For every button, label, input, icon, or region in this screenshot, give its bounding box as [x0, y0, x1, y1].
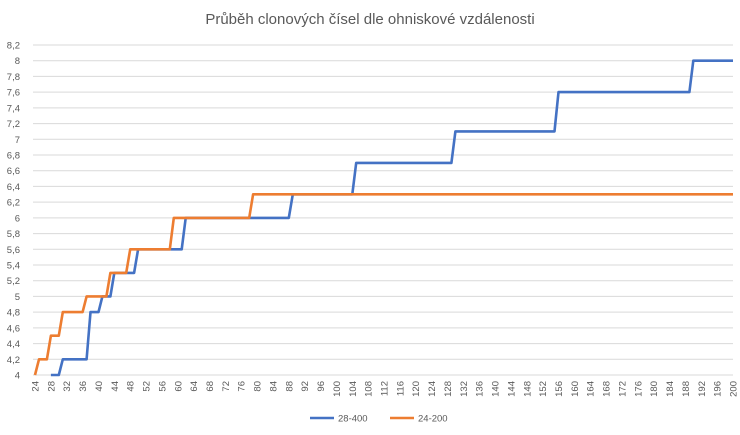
- y-axis-ticks: 4 4,2 4,4 4,6 4,8 5 5,2 5,4 5,6 5,8 6 6,2 6,4 6,6 6,8 7…: [7, 41, 20, 382]
- y-tick-label: 6,4: [7, 182, 20, 193]
- y-tick-label: 5,8: [7, 229, 20, 240]
- x-tick-label: 180: [649, 381, 660, 397]
- x-tick-label: 128: [443, 381, 454, 397]
- x-tick-label: 60: [173, 381, 184, 392]
- x-tick-label: 188: [681, 381, 692, 397]
- x-tick-label: 112: [380, 381, 391, 396]
- x-tick-label: 192: [697, 381, 708, 397]
- x-tick-label: 196: [713, 381, 724, 397]
- x-tick-label: 144: [506, 381, 517, 397]
- x-tick-label: 56: [157, 381, 168, 392]
- y-tick-label: 4: [15, 371, 20, 382]
- x-tick-label: 124: [427, 381, 438, 397]
- x-tick-label: 184: [665, 381, 676, 397]
- y-tick-label: 4,8: [7, 308, 20, 319]
- x-tick-label: 140: [491, 381, 502, 397]
- x-tick-label: 160: [570, 381, 581, 397]
- y-tick-label: 7: [15, 135, 20, 146]
- x-tick-label: 84: [268, 381, 279, 392]
- y-tick-label: 4,2: [7, 355, 20, 366]
- x-tick-label: 168: [602, 381, 613, 397]
- x-tick-label: 132: [459, 381, 470, 397]
- x-tick-label: 44: [110, 381, 121, 392]
- x-tick-label: 36: [78, 381, 89, 392]
- legend: 28-400 24-200: [310, 414, 448, 425]
- y-tick-label: 5,4: [7, 261, 20, 272]
- x-tick-label: 100: [332, 381, 343, 397]
- x-tick-label: 136: [475, 381, 486, 397]
- x-tick-label: 116: [395, 381, 406, 396]
- x-tick-label: 88: [284, 381, 295, 392]
- x-tick-label: 172: [617, 381, 628, 397]
- chart-title: Průběh clonových čísel dle ohniskové vzd…: [205, 11, 534, 28]
- legend-label: 28-400: [338, 414, 368, 425]
- y-tick-label: 8,2: [7, 41, 20, 52]
- x-tick-label: 156: [554, 381, 565, 397]
- series-line-24-200: [33, 193, 733, 376]
- x-tick-label: 72: [221, 381, 232, 392]
- legend-label: 24-200: [418, 414, 448, 425]
- x-tick-label: 96: [316, 381, 327, 392]
- x-tick-label: 40: [94, 381, 105, 392]
- x-tick-label: 200: [729, 381, 740, 397]
- x-tick-label: 104: [348, 381, 359, 397]
- y-tick-label: 7,4: [7, 103, 20, 114]
- x-tick-label: 68: [205, 381, 216, 392]
- y-tick-label: 6,6: [7, 166, 20, 177]
- y-tick-label: 8: [15, 56, 20, 67]
- x-tick-label: 48: [126, 381, 137, 392]
- y-tick-label: 4,6: [7, 323, 20, 334]
- gridlines: [33, 44, 733, 376]
- x-tick-label: 64: [189, 381, 200, 392]
- y-tick-label: 6,2: [7, 198, 20, 209]
- x-tick-label: 152: [538, 381, 549, 397]
- x-tick-label: 92: [300, 381, 311, 392]
- x-tick-label: 80: [253, 381, 264, 392]
- x-tick-label: 176: [633, 381, 644, 397]
- y-tick-label: 4,4: [7, 339, 20, 350]
- y-tick-label: 5,2: [7, 276, 20, 287]
- y-tick-label: 7,2: [7, 119, 20, 130]
- x-tick-label: 164: [586, 381, 597, 397]
- y-tick-label: 5: [15, 292, 20, 303]
- x-axis-ticks: 24 28 32 36 40 44 48 52 56 60 64 68 72 76 80 84 88 92 96 10…: [31, 381, 740, 397]
- x-tick-label: 120: [411, 381, 422, 397]
- x-tick-label: 108: [364, 381, 375, 397]
- x-tick-label: 76: [237, 381, 248, 392]
- x-tick-label: 52: [142, 381, 153, 392]
- x-tick-label: 148: [522, 381, 533, 397]
- x-tick-label: 28: [46, 381, 57, 392]
- y-tick-label: 6,8: [7, 151, 20, 162]
- x-tick-label: 24: [31, 381, 42, 392]
- y-tick-label: 5,6: [7, 245, 20, 256]
- series-lines: [33, 59, 733, 377]
- y-tick-label: 7,6: [7, 88, 20, 99]
- y-tick-label: 6: [15, 213, 20, 224]
- y-tick-label: 7,8: [7, 72, 20, 83]
- x-tick-label: 32: [62, 381, 73, 392]
